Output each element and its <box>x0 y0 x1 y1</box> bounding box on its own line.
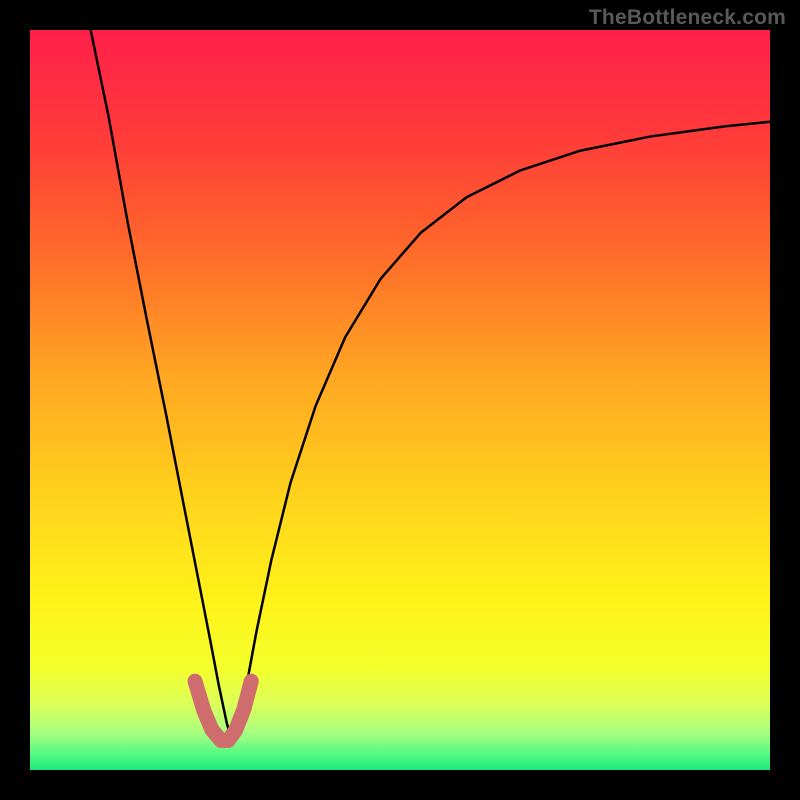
watermark-text: TheBottleneck.com <box>589 6 786 30</box>
curve-layer <box>30 30 770 770</box>
plot-area <box>30 30 770 770</box>
main-curve <box>91 30 770 740</box>
